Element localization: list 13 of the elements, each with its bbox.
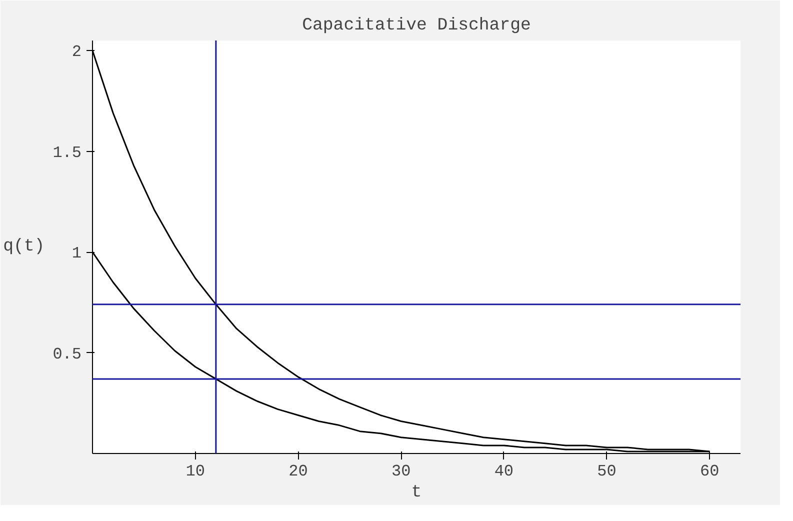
x-tick-label: 40	[494, 462, 514, 480]
x-tick-label: 10	[186, 462, 205, 480]
y-axis-title: q(t)	[3, 238, 45, 256]
x-tick-label: 50	[597, 462, 616, 480]
chart-title: Capacitative Discharge	[302, 16, 531, 36]
x-tick-label: 30	[391, 462, 411, 480]
y-tick-label: 0.5	[52, 345, 82, 364]
x-tick-label: 20	[288, 462, 308, 480]
x-axis-title: t	[411, 484, 422, 502]
x-tick-label: 60	[700, 462, 720, 480]
y-tick-label: 1	[72, 244, 82, 263]
y-tick-label: 2	[72, 43, 82, 62]
y-tick-label: 1.5	[52, 144, 82, 162]
